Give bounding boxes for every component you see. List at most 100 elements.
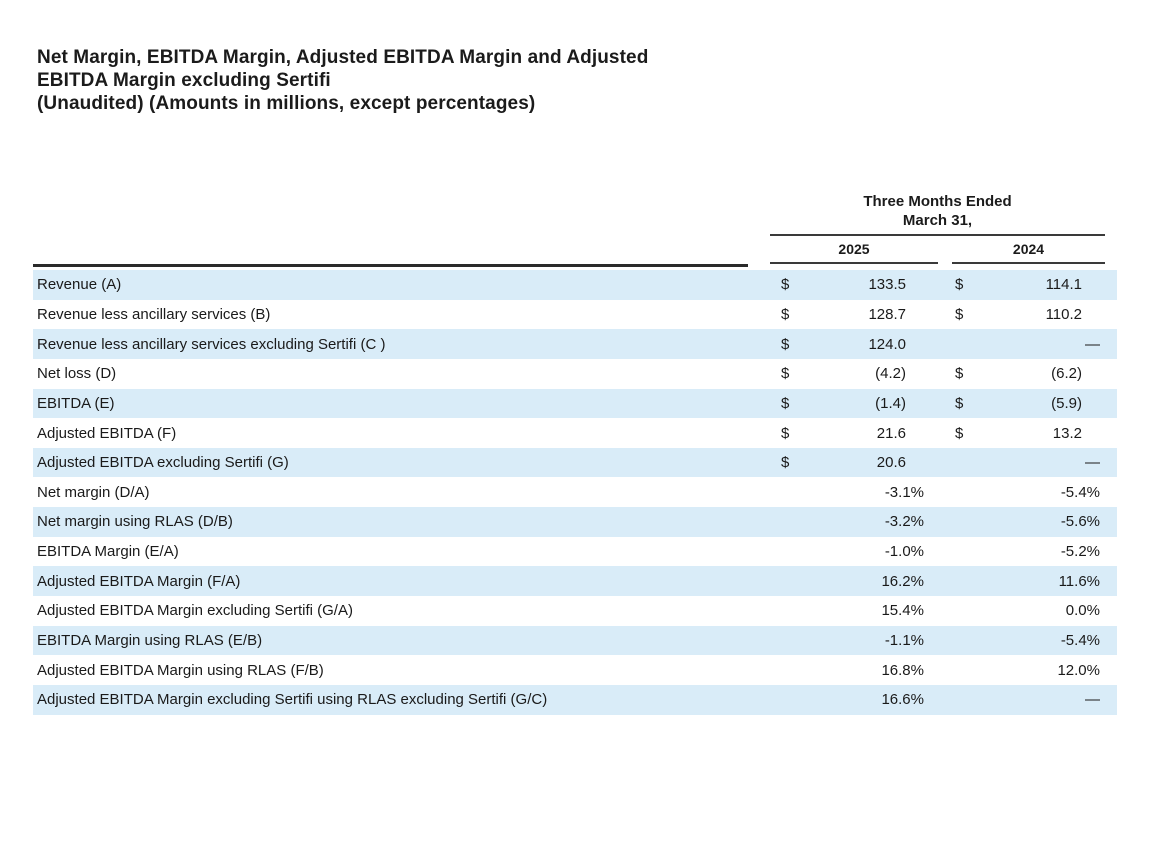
- table-row: Revenue less ancillary services (B) $128.…: [33, 300, 1117, 330]
- row-label: Revenue (A): [37, 276, 122, 294]
- currency-symbol-2025: $: [781, 335, 790, 353]
- currency-symbol-2024: $: [955, 305, 964, 323]
- column-gap: [938, 300, 952, 330]
- column-gap: [938, 685, 952, 715]
- row-label: EBITDA Margin using RLAS (E/B): [37, 632, 263, 649]
- value-2024: 110.2: [1045, 305, 1082, 323]
- table-row: EBITDA Margin (E/A) -1.0% -5.2%: [33, 537, 1117, 567]
- row-right-pad: [1105, 448, 1117, 478]
- row-right-pad: [1105, 626, 1117, 656]
- column-gap: [938, 477, 952, 507]
- value-2024: (5.9): [1051, 394, 1082, 412]
- column-gap: [748, 359, 770, 389]
- currency-symbol-2024: $: [955, 394, 964, 412]
- row-right-pad: [1105, 359, 1117, 389]
- column-gap: [938, 655, 952, 685]
- column-gap: [748, 566, 770, 596]
- currency-symbol-2025: [770, 477, 800, 507]
- column-gap: [748, 448, 770, 478]
- column-gap: [748, 477, 770, 507]
- currency-symbol-2025: [770, 626, 800, 656]
- row-right-pad: [1105, 507, 1117, 537]
- row-right-pad: [1105, 655, 1117, 685]
- column-gap: [748, 537, 770, 567]
- currency-symbol-2024: [952, 685, 982, 715]
- table-row: Net loss (D) $ (4.2) $ (6.2): [33, 359, 1117, 389]
- currency-symbol-2024: [952, 477, 982, 507]
- currency-symbol-2024: $: [955, 365, 964, 383]
- column-gap: [938, 359, 952, 389]
- table-row: Net margin using RLAS (D/B) -3.2% -5.6%: [33, 507, 1117, 537]
- column-gap: [938, 448, 952, 478]
- currency-symbol-2024: [952, 329, 982, 359]
- row-label: EBITDA (E): [37, 394, 115, 412]
- value-2025: -3.1%: [884, 483, 924, 501]
- value-2025: 16.6%: [881, 691, 924, 709]
- row-label: Adjusted EBITDA excluding Sertifi (G): [37, 454, 289, 472]
- value-2024: -5.2%: [1060, 543, 1100, 561]
- row-right-pad: [1105, 418, 1117, 448]
- currency-symbol-2025: $: [781, 424, 790, 442]
- value-2024: 12.0%: [1057, 661, 1100, 679]
- column-gap: [938, 329, 952, 359]
- label-column-rule: [33, 264, 748, 267]
- title-line-1: Net Margin, EBITDA Margin, Adjusted EBIT…: [37, 47, 649, 68]
- period-header-line-2: March 31,: [902, 212, 973, 229]
- value-2024: 11.6%: [1058, 572, 1100, 590]
- row-label: EBITDA Margin (E/A): [37, 543, 179, 561]
- currency-symbol-2025: [770, 566, 800, 596]
- row-right-pad: [1105, 477, 1117, 507]
- table-row: Adjusted EBITDA excluding Sertifi (G) $20…: [33, 447, 1117, 478]
- value-2024: -5.6%: [1060, 513, 1100, 531]
- row-right-pad: [1105, 270, 1117, 300]
- title-line-3: (Unaudited) (Amounts in millions, except…: [37, 93, 536, 114]
- currency-symbol-2025: $: [781, 365, 790, 383]
- value-2025: -1.0%: [884, 543, 924, 561]
- column-gap: [748, 655, 770, 685]
- value-2025: 21.6: [876, 424, 906, 442]
- value-2024: —: [1085, 691, 1100, 709]
- row-label: Net margin (D/A): [37, 483, 150, 501]
- currency-symbol-2024: [952, 448, 982, 478]
- row-label: Adjusted EBITDA Margin (F/A): [37, 572, 241, 590]
- table-row: EBITDA (E) $ (1.4) $ (5.9): [33, 388, 1117, 419]
- currency-symbol-2024: [952, 596, 982, 626]
- currency-symbol-2024: $: [955, 424, 964, 442]
- period-header-line-1: Three Months Ended: [863, 193, 1012, 210]
- currency-symbol-2025: $: [781, 394, 790, 412]
- column-header-2025: 2025: [838, 241, 870, 257]
- column-gap: [938, 566, 952, 596]
- currency-symbol-2025: [770, 655, 800, 685]
- value-2024: 0.0%: [1065, 602, 1100, 620]
- column-gap: [748, 418, 770, 448]
- value-2024: 114.1: [1045, 276, 1082, 294]
- column-gap: [748, 270, 770, 300]
- row-right-pad: [1105, 685, 1117, 715]
- table-row: Adjusted EBITDA Margin excluding Sertifi…: [33, 684, 1117, 715]
- column-2025-rule: [770, 262, 938, 264]
- table-row: Adjusted EBITDA Margin using RLAS (F/B) 1…: [33, 655, 1117, 685]
- row-right-pad: [1105, 300, 1117, 330]
- row-label: Adjusted EBITDA Margin excluding Sertifi…: [37, 602, 353, 620]
- value-2025: -3.2%: [884, 513, 924, 531]
- row-label: Adjusted EBITDA Margin using RLAS (F/B): [37, 661, 324, 679]
- currency-symbol-2024: [952, 655, 982, 685]
- currency-symbol-2025: $: [781, 305, 790, 323]
- column-gap: [938, 418, 952, 448]
- column-gap: [748, 596, 770, 626]
- column-gap: [748, 685, 770, 715]
- row-right-pad: [1105, 329, 1117, 359]
- column-2024-rule: [952, 262, 1105, 264]
- currency-symbol-2025: [770, 507, 800, 537]
- table-row: Adjusted EBITDA Margin excluding Sertifi…: [33, 596, 1117, 626]
- value-2025: 16.2%: [881, 572, 924, 590]
- column-header-2024: 2024: [1012, 241, 1045, 257]
- column-gap: [938, 537, 952, 567]
- row-right-pad: [1105, 389, 1117, 419]
- row-right-pad: [1105, 537, 1117, 567]
- row-label: Net margin using RLAS (D/B): [37, 513, 233, 531]
- financial-table: Revenue (A) $133.5 $114.1 Revenue less anci…: [33, 270, 1117, 715]
- column-gap: [748, 329, 770, 359]
- row-label: Revenue less ancillary services (B): [37, 305, 271, 323]
- table-row: Revenue (A) $133.5 $114.1: [33, 270, 1117, 300]
